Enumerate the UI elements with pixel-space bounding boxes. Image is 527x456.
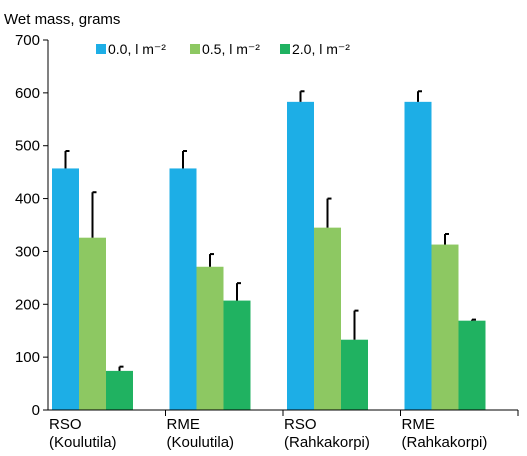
y-tick-label: 300 [15, 243, 40, 260]
category-label: RME [167, 416, 200, 433]
category-label: (Rahkakorpi) [284, 434, 370, 451]
bar [458, 320, 486, 410]
legend-label: 2.0, l m⁻² [292, 41, 350, 57]
category-label: RSO [49, 416, 82, 433]
category-label: RME [402, 416, 435, 433]
bar [431, 244, 459, 410]
y-tick-label: 500 [15, 138, 40, 155]
bar [314, 227, 341, 410]
category-label: RSO [284, 416, 317, 433]
bars [52, 101, 486, 410]
error-bars [64, 90, 476, 371]
y-axis-ticks: 0 100 200 300 400 500 600 700 [15, 32, 48, 419]
y-tick-label: 200 [15, 296, 40, 313]
bar [52, 168, 79, 410]
x-axis-ticks [165, 410, 519, 416]
category-label: (Koulutila) [167, 434, 235, 451]
category-label: (Rahkakorpi) [402, 434, 488, 451]
bar [341, 339, 368, 410]
legend-swatch [96, 44, 106, 54]
y-tick-label: 400 [15, 191, 40, 208]
y-tick-label: 700 [15, 32, 40, 49]
legend-swatch [190, 44, 200, 54]
bar [79, 237, 106, 410]
bar [196, 266, 224, 410]
y-tick-label: 100 [15, 349, 40, 366]
bar [223, 300, 251, 410]
bar [169, 168, 197, 410]
y-tick-label: 600 [15, 85, 40, 102]
legend-swatch [280, 44, 290, 54]
bar [404, 101, 432, 410]
y-tick-label: 0 [32, 402, 40, 419]
legend: 0.0, l m⁻² 0.5, l m⁻² 2.0, l m⁻² [96, 41, 350, 57]
bar [287, 101, 314, 410]
legend-label: 0.5, l m⁻² [202, 41, 260, 57]
category-labels: RSO(Koulutila)RME(Koulutila)RSO(Rahkakor… [49, 416, 487, 451]
bar [106, 370, 133, 410]
legend-label: 0.0, l m⁻² [108, 41, 166, 57]
category-label: (Koulutila) [49, 434, 117, 451]
y-axis-label: Wet mass, grams [4, 11, 120, 28]
